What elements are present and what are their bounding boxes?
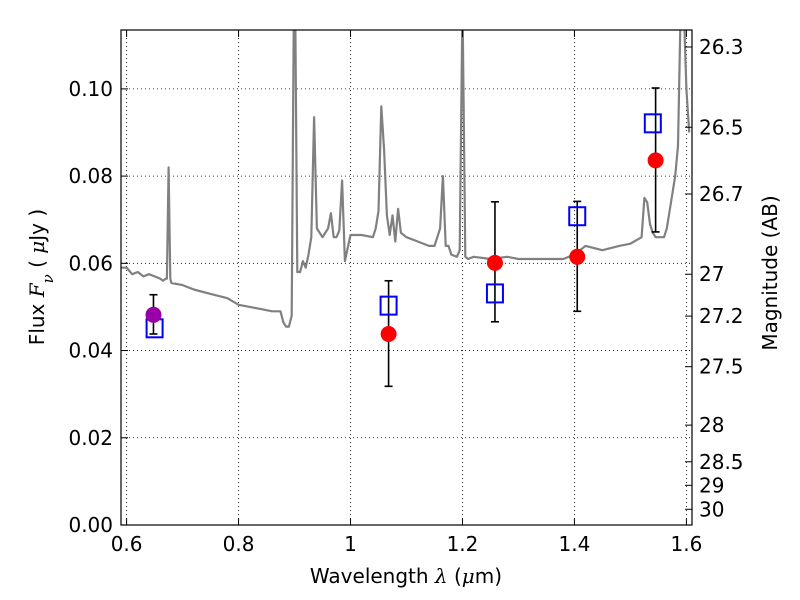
- y-tick-label: 0.06: [68, 251, 113, 275]
- data-point: [486, 254, 503, 271]
- spectrum-group: [121, 30, 691, 328]
- x-axis-title: Wavelength λ (μm): [310, 564, 502, 588]
- data-point: [647, 152, 664, 169]
- y-tick-label: 0.08: [68, 164, 113, 188]
- model-square: [485, 283, 504, 304]
- x-tick-label: 1.6: [670, 532, 702, 556]
- ticks: 0.6 0.8 1 1.2 1.4 1.6 0.00 0.02 0.04 0.06 0.08 0.10…: [68, 30, 744, 556]
- model-square: [379, 295, 398, 316]
- right-tick-label: 27.5: [699, 355, 744, 379]
- model-square: [568, 206, 587, 227]
- spectrum-line: [121, 30, 691, 328]
- model-square: [643, 113, 662, 134]
- x-tick-label: 1.4: [559, 532, 591, 556]
- right-tick-label: 30: [699, 497, 724, 521]
- x-tick-label: 1.2: [447, 532, 479, 556]
- right-tick-label: 26.3: [699, 35, 744, 59]
- data-point: [380, 325, 397, 342]
- grid: [121, 30, 692, 526]
- right-tick-label: 26.7: [699, 182, 744, 206]
- y-tick-label: 0.02: [68, 426, 113, 450]
- right-tick-label: 26.5: [699, 115, 744, 139]
- data-point: [145, 306, 162, 323]
- x-tick-label: 0.8: [223, 532, 255, 556]
- markers: [145, 113, 664, 342]
- x-tick-label: 1: [344, 532, 357, 556]
- x-tick-label: 0.6: [111, 532, 143, 556]
- right-tick-label: 29: [699, 473, 724, 497]
- right-tick-label: 27.2: [699, 304, 744, 328]
- plot-frame: [120, 29, 693, 526]
- right-tick-label: 27: [699, 262, 724, 286]
- y-tick-label: 0.10: [68, 77, 113, 101]
- y-axis-title: Flux Fν ( μJy ): [25, 209, 57, 345]
- y-tick-label: 0.00: [68, 513, 113, 537]
- right-axis-title: Magnitude (AB): [758, 195, 782, 350]
- data-point: [569, 248, 586, 265]
- right-tick-label: 28: [699, 413, 724, 437]
- right-tick-label: 28.5: [699, 450, 744, 474]
- y-tick-label: 0.04: [68, 339, 113, 363]
